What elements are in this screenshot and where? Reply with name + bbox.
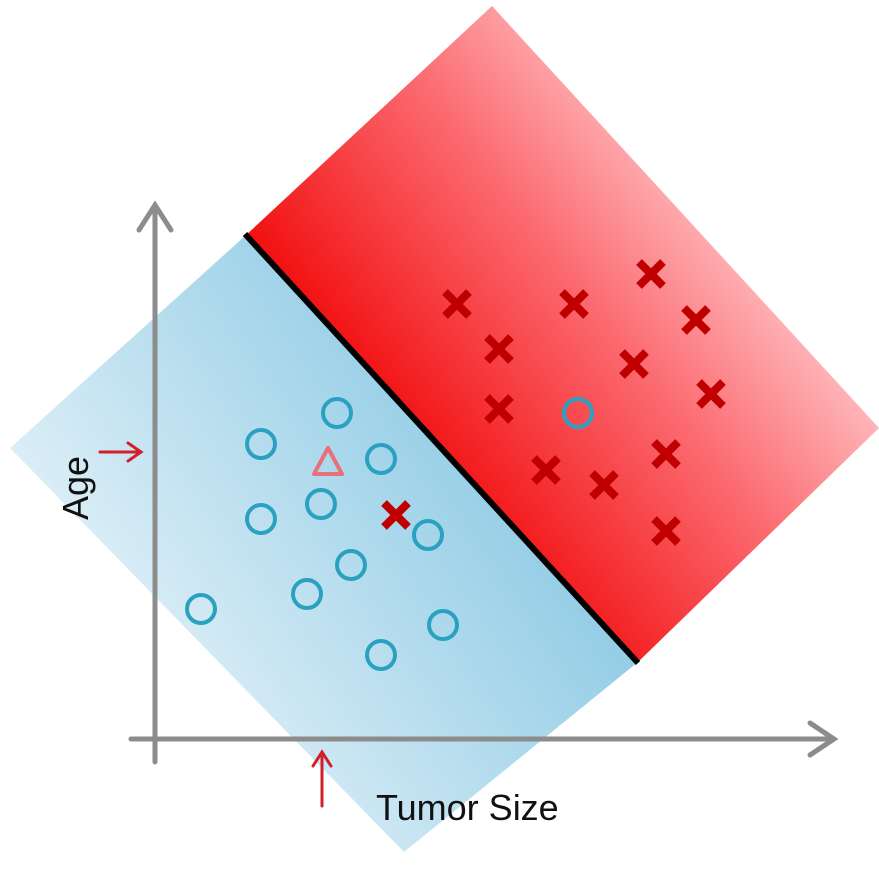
benign-markers bbox=[185, 397, 594, 671]
y-axis-label: Age bbox=[55, 456, 96, 520]
benign-circle-marker bbox=[427, 609, 459, 641]
benign-circle-marker bbox=[365, 639, 397, 671]
malignant-cross-marker bbox=[589, 470, 619, 500]
benign-circle-marker bbox=[291, 578, 323, 610]
malignant-cross-marker bbox=[681, 305, 711, 335]
malignant-cross-marker bbox=[381, 500, 411, 530]
benign-circle-marker bbox=[185, 593, 217, 625]
x-axis-label: Tumor Size bbox=[376, 787, 559, 828]
malignant-cross-marker bbox=[651, 516, 681, 546]
malignant-region bbox=[245, 6, 879, 662]
benign-circle-marker bbox=[245, 503, 277, 535]
y-axis-arrowhead bbox=[136, 200, 174, 233]
malignant-cross-marker bbox=[442, 289, 472, 319]
x-pointer-arrow bbox=[311, 749, 333, 808]
malignant-markers bbox=[381, 259, 726, 546]
benign-circle-marker bbox=[335, 549, 367, 581]
malignant-cross-marker bbox=[696, 379, 726, 409]
benign-circle-marker bbox=[365, 443, 397, 475]
benign-region bbox=[10, 236, 638, 852]
benign-circle-marker bbox=[562, 397, 594, 429]
y-pointer-arrow bbox=[98, 441, 144, 463]
malignant-cross-marker bbox=[559, 289, 589, 319]
malignant-cross-marker bbox=[484, 394, 514, 424]
malignant-cross-marker bbox=[531, 455, 561, 485]
axes bbox=[128, 200, 839, 765]
malignant-cross-marker bbox=[484, 334, 514, 364]
benign-circle-marker bbox=[245, 428, 277, 460]
benign-circle-marker bbox=[412, 519, 444, 551]
benign-circle-marker bbox=[305, 488, 337, 520]
query-point-triangle-marker bbox=[312, 446, 344, 476]
malignant-cross-marker bbox=[636, 259, 666, 289]
decision-boundary bbox=[242, 231, 641, 666]
benign-circle-marker bbox=[321, 397, 353, 429]
malignant-cross-marker bbox=[619, 349, 649, 379]
x-axis-arrowhead bbox=[807, 720, 839, 758]
malignant-cross-marker bbox=[651, 439, 681, 469]
